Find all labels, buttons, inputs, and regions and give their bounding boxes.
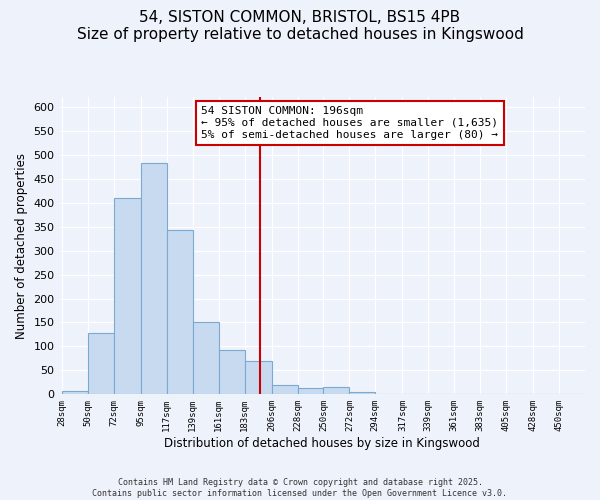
Bar	[323, 386, 349, 394]
Bar	[272, 385, 298, 394]
Bar	[245, 361, 272, 394]
Bar	[62, 390, 88, 394]
Bar	[167, 230, 193, 394]
Bar	[141, 163, 167, 394]
Text: 54, SISTON COMMON, BRISTOL, BS15 4PB
Size of property relative to detached house: 54, SISTON COMMON, BRISTOL, BS15 4PB Siz…	[77, 10, 523, 42]
Y-axis label: Number of detached properties: Number of detached properties	[15, 153, 28, 339]
Bar	[114, 198, 141, 394]
Bar	[349, 392, 375, 394]
Text: Contains HM Land Registry data © Crown copyright and database right 2025.
Contai: Contains HM Land Registry data © Crown c…	[92, 478, 508, 498]
Bar	[218, 350, 245, 395]
Bar	[298, 388, 323, 394]
Bar	[193, 322, 218, 394]
Text: 54 SISTON COMMON: 196sqm
← 95% of detached houses are smaller (1,635)
5% of semi: 54 SISTON COMMON: 196sqm ← 95% of detach…	[202, 106, 499, 140]
X-axis label: Distribution of detached houses by size in Kingswood: Distribution of detached houses by size …	[164, 437, 480, 450]
Bar	[88, 333, 114, 394]
